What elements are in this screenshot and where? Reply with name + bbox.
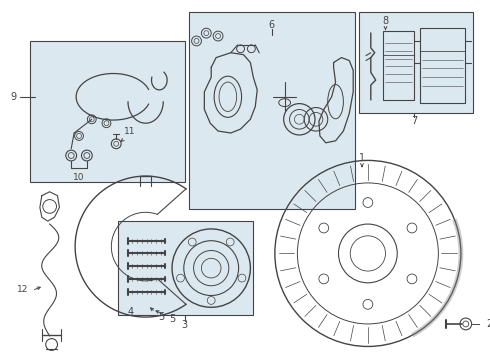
Text: 4: 4	[128, 307, 134, 317]
Bar	[118, 221, 253, 315]
Text: 9: 9	[10, 92, 17, 102]
Bar	[420, 51, 465, 103]
Text: 8: 8	[382, 16, 389, 26]
Bar	[359, 12, 473, 113]
Bar	[420, 28, 465, 103]
Text: 2: 2	[486, 319, 490, 329]
Bar	[383, 55, 414, 100]
Bar	[189, 12, 355, 210]
Text: 10: 10	[74, 172, 85, 181]
Text: 6: 6	[269, 20, 275, 30]
Text: 7: 7	[411, 116, 417, 126]
Bar	[383, 31, 414, 100]
Text: 11: 11	[124, 127, 136, 136]
Text: 5: 5	[169, 314, 175, 324]
Text: 12: 12	[17, 285, 28, 294]
Text: 1: 1	[359, 153, 365, 163]
Text: 3: 3	[182, 320, 188, 330]
Text: 5: 5	[158, 312, 165, 322]
Bar	[30, 41, 185, 182]
